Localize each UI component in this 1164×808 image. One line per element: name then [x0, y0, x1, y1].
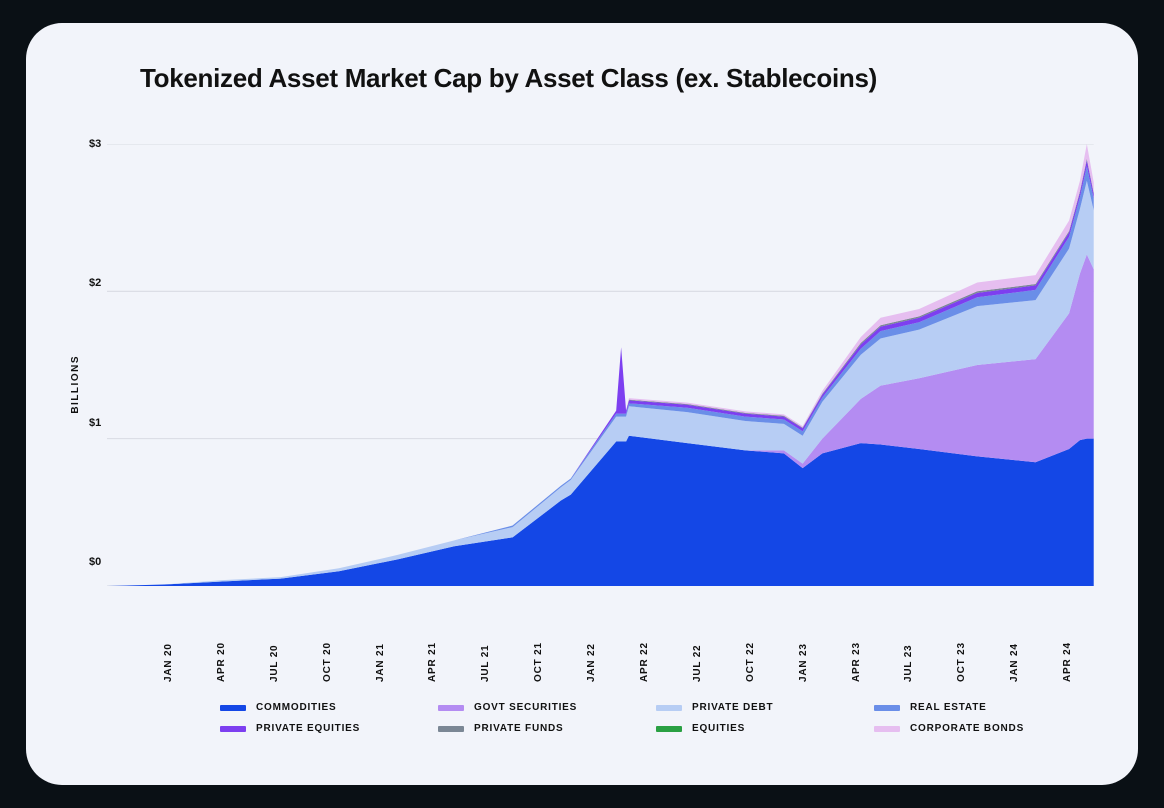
y-tick: $3 — [89, 138, 101, 150]
legend-swatch — [874, 726, 900, 732]
legend-item-commodities: COMMODITIES — [220, 702, 426, 713]
legend-swatch — [438, 705, 464, 711]
x-tick: OCT 22 — [724, 632, 777, 682]
chart-area: BILLIONS $3 $2 $1 $0 — [70, 144, 1094, 624]
stacked-area-svg — [107, 144, 1094, 586]
x-tick: JAN 21 — [354, 632, 407, 682]
legend-swatch — [438, 726, 464, 732]
legend-item-private-equities: PRIVATE EQUITIES — [220, 723, 426, 734]
x-tick: APR 22 — [618, 632, 671, 682]
plot-surface — [107, 144, 1094, 574]
legend-label: CORPORATE BONDS — [910, 723, 1024, 734]
legend-label: PRIVATE DEBT — [692, 702, 773, 713]
y-axis-title: BILLIONS — [70, 355, 81, 414]
legend-item-real-estate: REAL ESTATE — [874, 702, 1080, 713]
x-tick: OCT 21 — [512, 632, 565, 682]
legend-item-corporate-bonds: CORPORATE BONDS — [874, 723, 1080, 734]
x-tick: JAN 24 — [988, 632, 1041, 682]
legend-label: EQUITIES — [692, 723, 745, 734]
x-tick: JUL 21 — [459, 632, 512, 682]
y-axis-ticks: $3 $2 $1 $0 — [89, 138, 107, 568]
legend: COMMODITIES GOVT SECURITIES PRIVATE DEBT RE… — [220, 702, 1080, 734]
chart-card: Tokenized Asset Market Cap by Asset Clas… — [26, 23, 1138, 785]
y-tick: $1 — [89, 417, 101, 429]
x-tick: APR 20 — [195, 632, 248, 682]
legend-item-private-debt: PRIVATE DEBT — [656, 702, 862, 713]
x-tick: APR 21 — [406, 632, 459, 682]
legend-item-equities: EQUITIES — [656, 723, 862, 734]
legend-label: REAL ESTATE — [910, 702, 987, 713]
legend-item-govt-securities: GOVT SECURITIES — [438, 702, 644, 713]
legend-item-private-funds: PRIVATE FUNDS — [438, 723, 644, 734]
x-axis-ticks: JAN 20APR 20JUL 20OCT 20JAN 21APR 21JUL … — [142, 632, 1094, 682]
x-tick: JAN 22 — [565, 632, 618, 682]
x-tick: APR 24 — [1041, 632, 1094, 682]
x-tick: APR 23 — [830, 632, 883, 682]
legend-swatch — [656, 726, 682, 732]
legend-swatch — [874, 705, 900, 711]
legend-label: PRIVATE FUNDS — [474, 723, 563, 734]
y-tick: $0 — [89, 556, 101, 568]
x-tick: JUL 23 — [882, 632, 935, 682]
x-tick: JAN 23 — [777, 632, 830, 682]
legend-swatch — [656, 705, 682, 711]
x-tick: JUL 20 — [248, 632, 301, 682]
legend-swatch — [220, 705, 246, 711]
x-tick: JAN 20 — [142, 632, 195, 682]
x-tick: JUL 22 — [671, 632, 724, 682]
x-tick: OCT 23 — [935, 632, 988, 682]
legend-label: PRIVATE EQUITIES — [256, 723, 360, 734]
legend-swatch — [220, 726, 246, 732]
chart-title: Tokenized Asset Market Cap by Asset Clas… — [140, 63, 1094, 94]
legend-label: GOVT SECURITIES — [474, 702, 577, 713]
x-tick: OCT 20 — [301, 632, 354, 682]
y-tick: $2 — [89, 277, 101, 289]
legend-label: COMMODITIES — [256, 702, 336, 713]
